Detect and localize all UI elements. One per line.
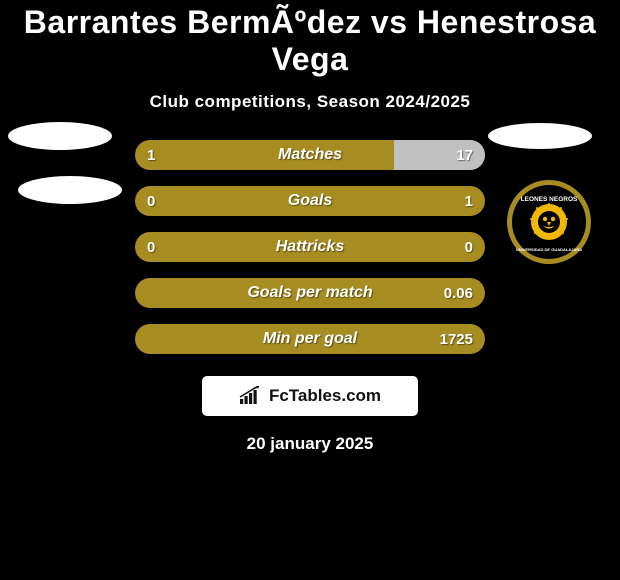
right-team-ellipse (488, 123, 592, 149)
svg-text:UNIVERSIDAD DE GUADALAJARA: UNIVERSIDAD DE GUADALAJARA (516, 247, 582, 252)
chart-icon (239, 386, 263, 406)
stat-label: Matches (135, 140, 485, 170)
stat-row: 1725Min per goal (135, 324, 485, 354)
stat-row: 0.06Goals per match (135, 278, 485, 308)
stat-row: 00Hattricks (135, 232, 485, 262)
left-team-ellipse-2 (18, 176, 122, 204)
brand-text: FcTables.com (269, 386, 381, 406)
svg-text:LEONES NEGROS: LEONES NEGROS (521, 196, 578, 203)
right-team-badge: LEONES NEGROS UNIVERSIDAD DE GUADALAJARA (499, 179, 599, 265)
comparison-card: Barrantes BermÃºdez vs Henestrosa Vega C… (0, 0, 620, 580)
stat-label: Hattricks (135, 232, 485, 262)
stat-label: Goals per match (135, 278, 485, 308)
stat-row: 117Matches (135, 140, 485, 170)
page-title: Barrantes BermÃºdez vs Henestrosa Vega (0, 0, 620, 78)
date-text: 20 january 2025 (0, 434, 620, 454)
stat-label: Goals (135, 186, 485, 216)
brand-pill[interactable]: FcTables.com (202, 376, 418, 416)
left-team-ellipse-1 (8, 122, 112, 150)
stat-label: Min per goal (135, 324, 485, 354)
page-subtitle: Club competitions, Season 2024/2025 (0, 92, 620, 112)
stat-row: 01Goals (135, 186, 485, 216)
